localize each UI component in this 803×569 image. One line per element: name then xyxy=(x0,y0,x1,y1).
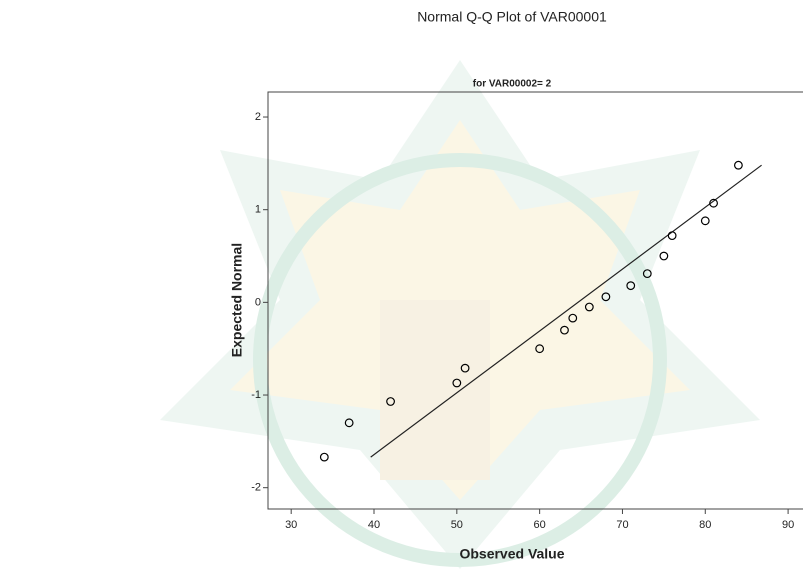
point xyxy=(709,198,718,208)
y-tick-label: 2 xyxy=(255,111,261,123)
point xyxy=(601,292,611,302)
watermark xyxy=(160,60,760,569)
point xyxy=(584,302,594,312)
point xyxy=(460,363,470,373)
y-tick-label: 1 xyxy=(255,204,261,216)
x-tick-label: 30 xyxy=(285,519,297,531)
x-tick-label: 60 xyxy=(534,519,546,531)
chart-subtitle: for VAR00002= 2 xyxy=(473,79,552,90)
x-axis-label: Observed Value xyxy=(459,546,564,562)
point xyxy=(700,216,710,226)
x-tick-label: 50 xyxy=(451,519,463,531)
point xyxy=(535,344,545,354)
point xyxy=(659,251,669,261)
point xyxy=(386,397,395,406)
y-axis-label: Expected Normal xyxy=(229,243,245,357)
x-tick-label: 80 xyxy=(699,519,711,531)
point xyxy=(452,378,462,388)
point xyxy=(667,231,677,241)
point xyxy=(568,313,578,323)
point xyxy=(626,281,636,291)
point xyxy=(319,452,329,462)
y-tick-label: 0 xyxy=(255,296,261,308)
plot-frame xyxy=(267,91,803,510)
y-tick-label: -2 xyxy=(251,482,261,494)
x-tick-label: 70 xyxy=(616,519,628,531)
point xyxy=(734,160,743,170)
point xyxy=(642,269,652,279)
point xyxy=(560,325,569,335)
reference-line xyxy=(370,164,762,458)
point xyxy=(344,418,354,428)
x-tick-label: 90 xyxy=(782,519,794,531)
y-tick-label: -1 xyxy=(251,389,261,401)
chart-title: Normal Q-Q Plot of VAR00001 xyxy=(417,9,607,25)
x-tick-label: 40 xyxy=(368,519,380,531)
